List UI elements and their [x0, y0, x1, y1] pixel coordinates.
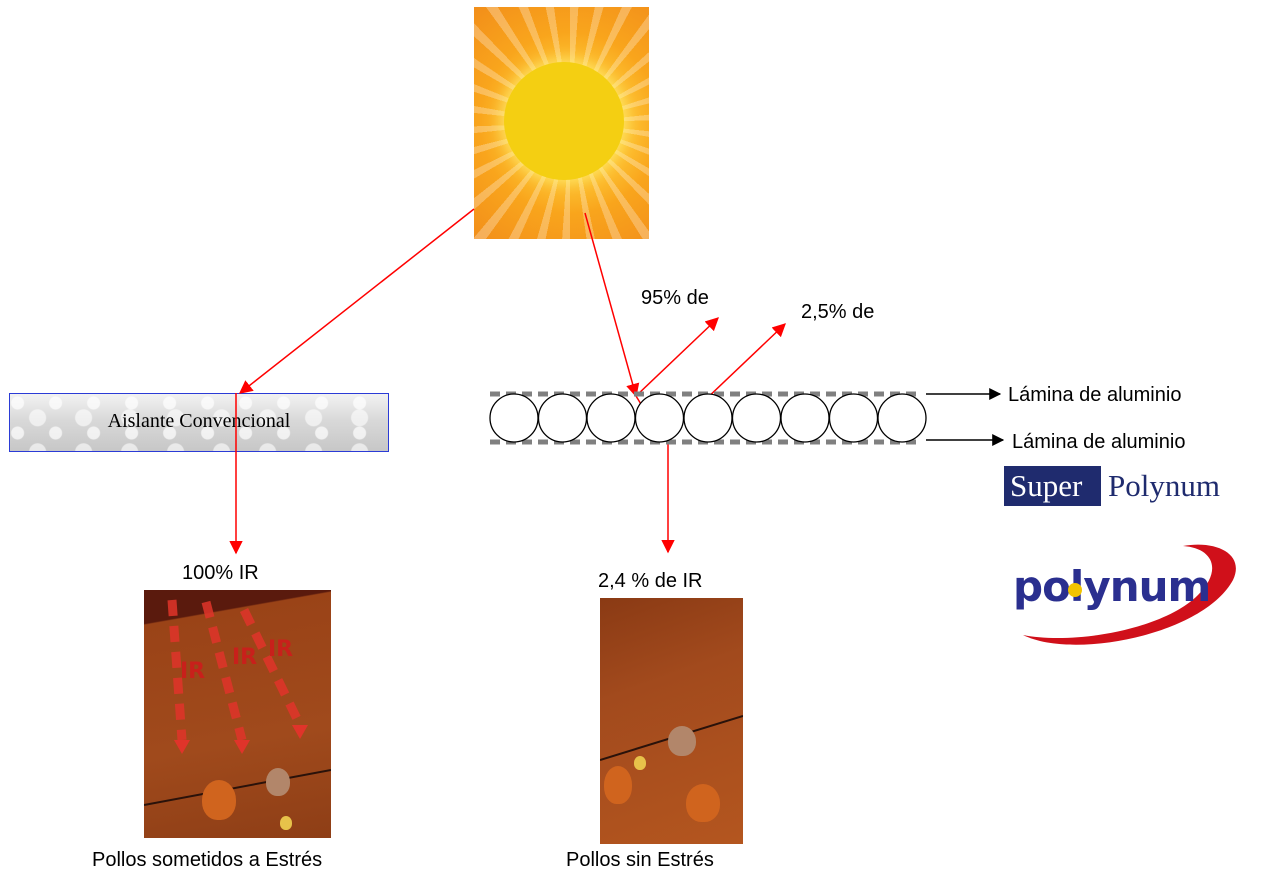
chicken-illustration [686, 784, 720, 822]
caption-unstressed: Pollos sin Estrés [566, 849, 714, 871]
air-bubble-layer [489, 393, 927, 443]
insulator-label: Aislante Convencional [107, 410, 291, 432]
air-bubble [489, 393, 539, 443]
sun-image [474, 7, 649, 239]
chick-illustration [280, 816, 292, 830]
logo-dot [1068, 583, 1082, 597]
ir-24-label: 2,4 % de IR [598, 570, 703, 592]
stressed-chickens-image: IR IR IR [144, 590, 331, 838]
reflect-25-label: 2,5% de [801, 301, 875, 323]
air-bubble [537, 393, 588, 443]
air-bubble [780, 393, 830, 443]
air-bubble [828, 393, 879, 443]
chick-illustration [634, 756, 646, 770]
ir-arrow-to-foil [584, 212, 640, 398]
chicken-illustration [266, 768, 290, 796]
super-polynum-logo: Super Polynum [1004, 466, 1262, 506]
air-bubble [683, 393, 733, 443]
ir-text-2: IR [232, 645, 257, 670]
polynum-brand-logo: polynum [983, 540, 1245, 655]
super-text: Super [1010, 468, 1083, 503]
super-box: Super [1004, 466, 1101, 506]
air-bubble [586, 393, 636, 443]
polynum-logo-text: polynum [1013, 562, 1211, 611]
reflect-95-label: 95% de [641, 287, 709, 309]
chicken-illustration [668, 726, 696, 756]
insulator-texture [10, 394, 388, 451]
ir-arrow-to-insulator [238, 208, 475, 394]
sun-disc [504, 62, 624, 180]
chicken-illustration [202, 780, 236, 820]
unstressed-chickens-image [600, 598, 743, 844]
ir-text-1: IR [180, 659, 205, 684]
caption-stressed: Pollos sometidos a Estrés [92, 849, 323, 871]
ir-text-3: IR [268, 637, 293, 662]
foil-bottom-label: Lámina de aluminio [1012, 431, 1186, 453]
polynum-text: Polynum [1108, 468, 1220, 503]
logo-swoosh [1023, 544, 1236, 645]
reflect-95-arrow [635, 317, 719, 397]
air-bubble [731, 393, 782, 443]
air-bubble [634, 393, 685, 443]
conventional-insulator-panel: Aislante Convencional [9, 393, 389, 452]
chicken-illustration [604, 766, 632, 804]
foil-top-label: Lámina de aluminio [1008, 384, 1182, 406]
air-bubble [877, 393, 927, 443]
ir-rays-illustration: IR IR IR [144, 599, 331, 806]
ir-100-label: 100% IR [182, 562, 259, 584]
